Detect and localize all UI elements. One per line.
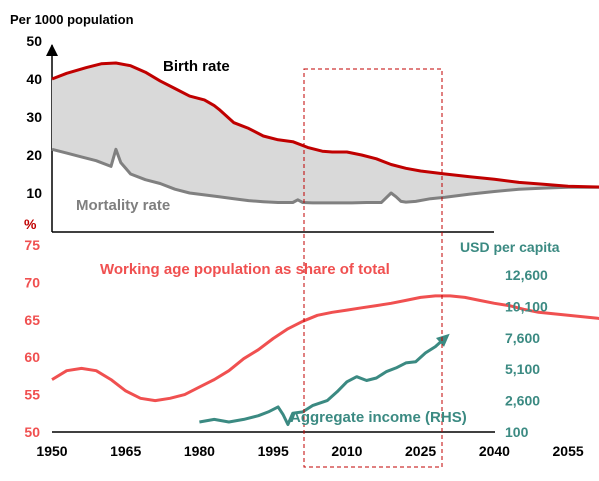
top-y-tick-label: 40 xyxy=(26,71,42,87)
bottom-right-y-tick-label: 7,600 xyxy=(505,330,540,346)
top-y-tick-label: 20 xyxy=(26,147,42,163)
x-tick-label: 1950 xyxy=(36,443,67,459)
x-tick-label: 2025 xyxy=(405,443,436,459)
x-tick-label: 1965 xyxy=(110,443,141,459)
aggregate-income-line xyxy=(199,336,447,426)
birth-rate-label: Birth rate xyxy=(163,58,230,75)
bottom-left-y-tick-label: 60 xyxy=(24,349,40,365)
bottom-right-y-tick-label: 2,600 xyxy=(505,393,540,409)
usd-per-capita-label: USD per capita xyxy=(460,239,560,255)
working-age-label: Working age population as share of total xyxy=(100,261,390,278)
x-tick-label: 1980 xyxy=(184,443,215,459)
bottom-left-y-tick-label: 70 xyxy=(24,274,40,290)
aggregate-income-arrowhead xyxy=(436,333,450,347)
x-tick-label: 1995 xyxy=(258,443,289,459)
top-yaxis-title: Per 1000 population xyxy=(10,12,134,27)
aggregate-income-label: Aggregate income (RHS) xyxy=(290,409,467,426)
mortality-rate-line xyxy=(51,147,599,205)
bottom-right-y-tick-label: 12,600 xyxy=(505,267,548,283)
bottom-left-y-tick-label: 55 xyxy=(24,387,40,403)
x-tick-label: 2055 xyxy=(553,443,584,459)
bottom-left-y-tick-label: 65 xyxy=(24,312,40,328)
bottom-left-y-tick-label: 50 xyxy=(24,424,40,440)
bottom-left-y-tick-label: 75 xyxy=(24,237,40,253)
bottom-right-y-tick-label: 100 xyxy=(505,424,529,440)
top-y-tick-label: 10 xyxy=(26,185,42,201)
x-tick-label: 2010 xyxy=(331,443,362,459)
bottom-right-y-tick-label: 10,100 xyxy=(505,298,548,314)
top-y-axis-arrow xyxy=(46,44,58,56)
highlight-box xyxy=(303,68,443,468)
mortality-rate-label: Mortality rate xyxy=(76,197,170,214)
top-y-tick-label: 30 xyxy=(26,109,42,125)
birth-rate-line xyxy=(51,61,599,189)
bottom-yaxis-title: % xyxy=(24,216,37,232)
bottom-right-y-tick-label: 5,100 xyxy=(505,361,540,377)
x-tick-label: 2040 xyxy=(479,443,510,459)
working-age-share-line xyxy=(51,294,599,403)
top-y-tick-label: 50 xyxy=(26,33,42,49)
birth-mortality-gap-area xyxy=(52,63,599,203)
